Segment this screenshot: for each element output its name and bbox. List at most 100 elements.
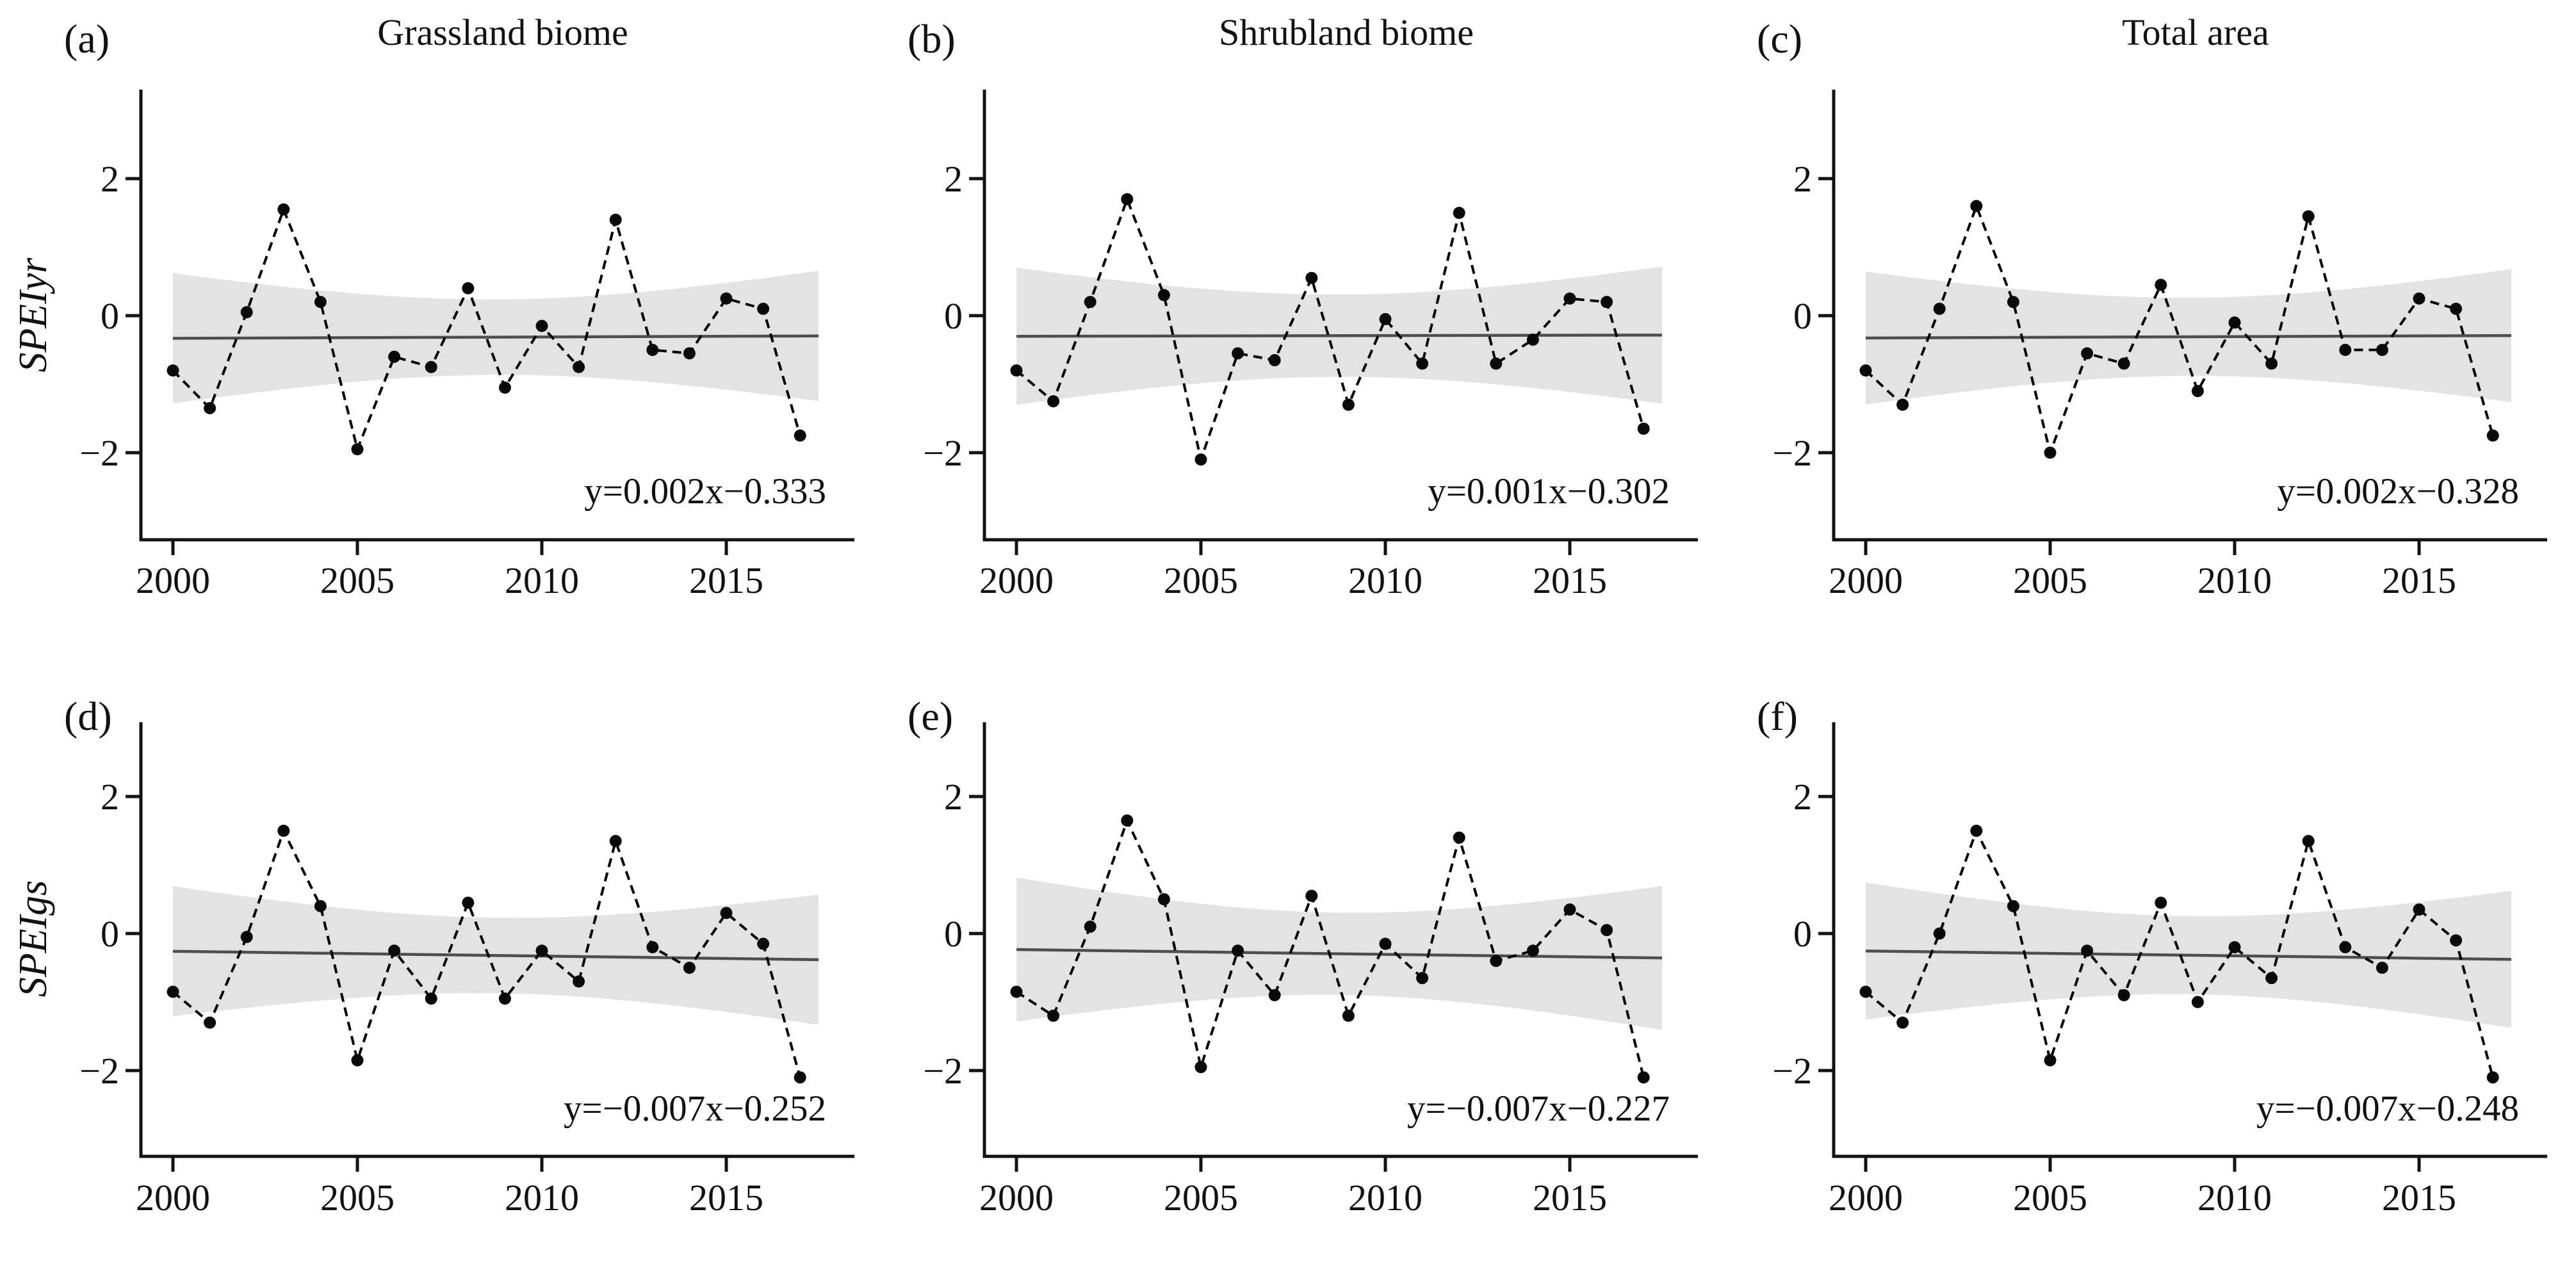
y-tick-label: 0 (944, 295, 963, 337)
x-tick-label: 2005 (1164, 560, 1238, 601)
x-tick-label: 2010 (1348, 560, 1423, 601)
data-point (2044, 1054, 2057, 1067)
y-axis-label: SPEIgs (12, 880, 55, 998)
x-tick-label: 2010 (2197, 560, 2272, 601)
y-tick-label: 2 (101, 776, 119, 818)
data-point (2486, 1071, 2499, 1084)
data-point (1490, 955, 1503, 967)
data-point (1490, 357, 1503, 370)
data-point (683, 962, 696, 974)
data-point (1157, 893, 1170, 905)
data-point (1305, 889, 1318, 902)
data-point (1896, 1016, 1909, 1029)
y-tick-label: −2 (79, 432, 119, 474)
y-tick-label: −2 (1772, 432, 1812, 474)
data-point (1268, 354, 1281, 367)
data-point (204, 401, 216, 414)
data-point (277, 825, 290, 837)
data-point (425, 360, 437, 373)
data-point (1970, 825, 1983, 837)
x-tick-label: 2000 (979, 560, 1054, 601)
y-axis-label: SPEIyr (12, 257, 55, 373)
data-point (1601, 296, 1613, 309)
data-point (314, 900, 327, 912)
data-point (1526, 333, 1539, 346)
y-tick-label: 2 (944, 776, 963, 818)
data-point (167, 985, 179, 998)
panel-tag: (a) (64, 16, 110, 61)
data-point (351, 443, 364, 456)
panel-title: Shrubland biome (1219, 12, 1474, 53)
regression-equation: y=−0.007x−0.248 (2256, 1088, 2519, 1129)
data-point (1232, 944, 1244, 957)
data-point (1933, 927, 1946, 940)
data-point (1896, 398, 1909, 411)
data-point (2339, 941, 2352, 953)
series-line (1864, 827, 2495, 1078)
plot-area-grassland-gs: 2 0 −2 2000 2005 2010 2015 (79, 722, 854, 1218)
panel-title: Grassland biome (377, 12, 628, 53)
data-point (1637, 1071, 1650, 1084)
plot-area-grassland-yr: 2 0 −2 2000 2005 2010 2015 (79, 90, 854, 601)
x-tick-label: 2010 (1348, 1177, 1423, 1218)
data-point (425, 992, 437, 1005)
data-point (2450, 302, 2463, 315)
panel-shrubland-gs: 2 0 −2 2000 2005 2010 2015 (e) y=−0.007x−0.227 (908, 693, 1698, 1218)
data-point (2155, 896, 2167, 909)
panel-shrubland-yr: 2 0 −2 2000 2005 2010 2015 (b) Shrubland biome… (908, 12, 1698, 601)
data-point (535, 944, 548, 957)
data-point (462, 896, 475, 909)
data-point (1084, 920, 1096, 933)
trend-line (1016, 334, 1663, 338)
y-tick-label: 0 (101, 913, 119, 955)
data-point (2486, 429, 2499, 442)
regression-equation: y=0.002x−0.328 (2277, 471, 2519, 512)
panel-tag: (f) (1757, 693, 1798, 739)
data-point (1010, 364, 1023, 377)
data-point (2191, 996, 2204, 1008)
x-tick-label: 2005 (320, 1177, 395, 1218)
data-point (314, 296, 327, 309)
data-point (1268, 989, 1281, 1001)
data-point (1305, 271, 1318, 284)
data-point (794, 429, 806, 442)
x-tick-label: 2000 (136, 1177, 210, 1218)
x-tick-label: 2000 (136, 560, 210, 601)
data-point (794, 1071, 806, 1084)
data-point (2228, 941, 2241, 953)
data-point (388, 944, 401, 957)
x-tick-label: 2000 (1829, 560, 1903, 601)
data-point (1342, 1009, 1355, 1022)
panel-total-gs: 2 0 −2 2000 2005 2010 2015 (f) y=−0.007x−0.248 (1757, 693, 2547, 1218)
x-tick-label: 2005 (320, 560, 395, 601)
data-point (1859, 985, 1872, 998)
panel-grassland-gs: 2 0 −2 2000 2005 2010 2015 (d) SPEIgs y=−0.007… (12, 693, 854, 1218)
panel-total-yr: 2 0 −2 2000 2005 2010 2015 (c) Total area y=0.… (1757, 12, 2547, 601)
data-point (1563, 292, 1576, 305)
data-point (204, 1016, 216, 1029)
data-point (720, 907, 733, 919)
data-point (2413, 292, 2425, 305)
data-point (498, 381, 511, 394)
data-point (1453, 831, 1465, 844)
panel-tag: (c) (1757, 16, 1802, 61)
panel-title: Total area (2122, 12, 2269, 53)
data-point (1859, 364, 1872, 377)
regression-equation: y=−0.007x−0.252 (564, 1088, 826, 1129)
data-point (2044, 446, 2057, 459)
data-point (1232, 347, 1244, 360)
trend-line (172, 950, 819, 962)
x-tick-label: 2015 (689, 1177, 763, 1218)
data-point (2191, 385, 2204, 398)
data-point (2155, 279, 2167, 291)
y-tick-label: −2 (923, 432, 963, 474)
series-line (1015, 817, 1645, 1078)
data-point (2117, 357, 2130, 370)
data-point (240, 930, 253, 943)
data-point (1379, 312, 1392, 325)
series-line (172, 827, 802, 1078)
data-point (240, 306, 253, 319)
data-point (757, 302, 770, 315)
data-point (2376, 962, 2388, 974)
